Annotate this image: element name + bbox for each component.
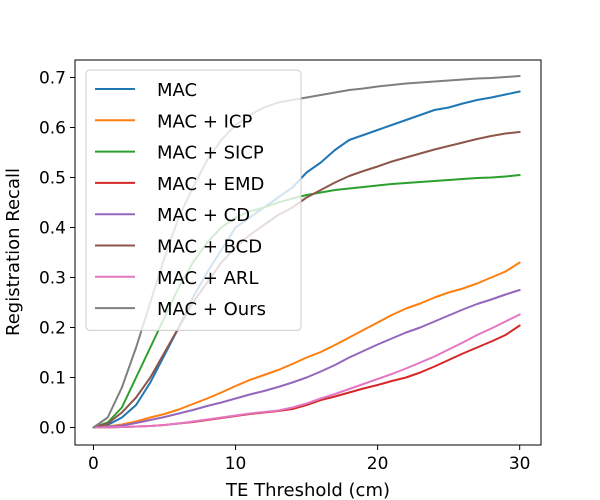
axes: 0 10 20 30 0.0 0.1 0.2 0.3 0.4 0.5 0.6 0.7 xyxy=(39,69,531,475)
y-tick-label: 0.4 xyxy=(39,219,66,239)
series-line-5 xyxy=(92,131,521,429)
x-axis-title: TE Threshold (cm) xyxy=(225,480,390,500)
x-tick-label: 0 xyxy=(88,454,99,474)
legend-label: MAC + ARL xyxy=(157,268,258,289)
x-tick-label: 20 xyxy=(367,454,389,474)
legend-label: MAC xyxy=(157,80,197,101)
series-line-0 xyxy=(92,90,521,429)
y-tick-label: 0.5 xyxy=(39,169,66,189)
legend-label: MAC + ICP xyxy=(157,111,252,132)
y-tick-label: 0.6 xyxy=(39,119,66,139)
y-tick-label: 0.1 xyxy=(39,369,66,389)
y-tick-label: 0.0 xyxy=(39,419,66,439)
legend-label: MAC + BCD xyxy=(157,237,262,258)
y-axis-title: Registration Recall xyxy=(3,168,24,336)
legend-label: MAC + SICP xyxy=(157,143,264,164)
x-tick-label: 10 xyxy=(225,454,247,474)
y-tick-label: 0.3 xyxy=(39,269,66,289)
y-tick-label: 0.2 xyxy=(39,319,66,339)
series-line-6 xyxy=(92,313,521,429)
series-line-4 xyxy=(92,289,521,429)
legend-label: MAC + Ours xyxy=(157,299,266,320)
legend: MAC MAC + ICP MAC + SICP MAC + EMD MAC + CD M… xyxy=(85,69,302,331)
y-tick-label: 0.7 xyxy=(39,69,66,89)
legend-label: MAC + EMD xyxy=(157,174,264,195)
x-tick-label: 30 xyxy=(509,454,531,474)
legend-box xyxy=(85,69,302,331)
plot-frame xyxy=(74,59,542,446)
legend-label: MAC + CD xyxy=(157,205,250,226)
series-line-1 xyxy=(92,261,521,429)
